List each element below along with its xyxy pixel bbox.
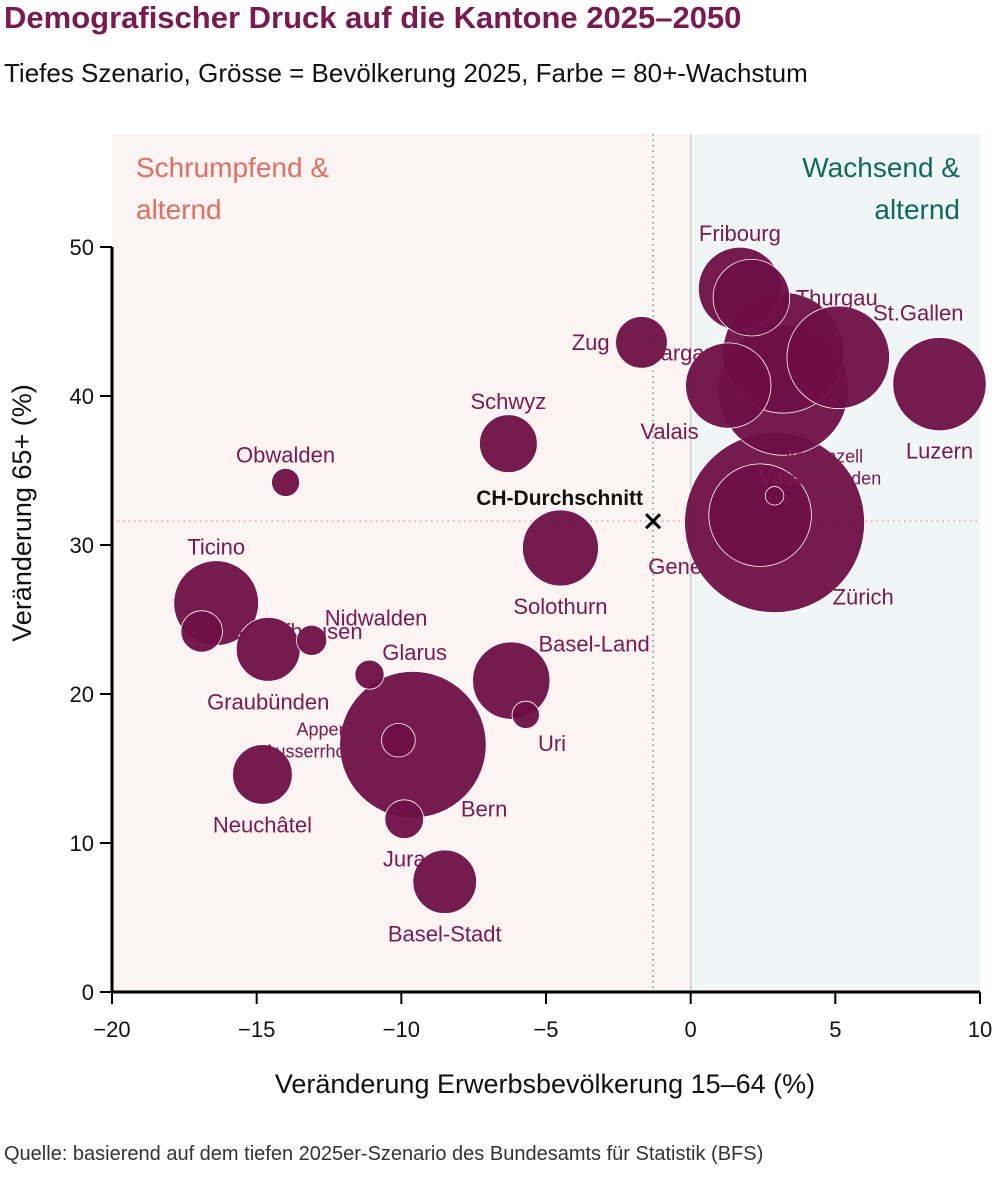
y-tick-label: 0 — [82, 980, 94, 1005]
quadrant-labels: Schrumpfend & alternd Wachsend & alternd — [136, 152, 960, 225]
bubble-luzern — [892, 337, 987, 432]
bubble-label: Neuchâtel — [213, 812, 312, 837]
bubble-label: Valais — [640, 419, 698, 444]
y-tick-label: 20 — [70, 682, 94, 707]
x-tick-label: −5 — [533, 1017, 558, 1042]
bubble-basel-land — [472, 641, 551, 720]
bubble-label: Obwalden — [236, 442, 335, 467]
y-tick-label: 40 — [70, 384, 94, 409]
bubble-label: Schaffhausen — [228, 619, 362, 644]
bubble-solothurn — [522, 509, 599, 587]
bubble-basel-stadt — [412, 849, 477, 914]
y-tick-label: 10 — [70, 831, 94, 856]
average-marker: CH-Durchschnitt — [476, 487, 662, 530]
bubble-label: Vaud — [758, 463, 808, 488]
bubble-appenzell-ausserrhoden — [381, 722, 416, 758]
bubble-label: Glarus — [382, 640, 447, 665]
x-tick-label: 10 — [968, 1017, 992, 1042]
bubble-label: Uri — [538, 731, 566, 756]
x-tick-label: −20 — [93, 1017, 130, 1042]
bubble-jura — [384, 799, 424, 839]
source-note: Quelle: basierend auf dem tiefen 2025er-… — [4, 1143, 764, 1165]
reference-lines — [112, 134, 980, 992]
x-tick-label: 0 — [685, 1017, 697, 1042]
bubble-label: Genève — [648, 554, 725, 579]
bubble-label: Thurgau — [796, 285, 878, 310]
bubble-obwalden — [271, 467, 301, 497]
bubble-label: Graubünden — [207, 689, 329, 714]
bubble-label: Ticino — [187, 535, 245, 560]
axes: 0 10 20 30 40 50 −20 −15 −10 −5 0 5 10 — [70, 235, 993, 1042]
quadrant-label-growing: alternd — [874, 194, 960, 225]
y-axis-label: Veränderung 65+ (%) — [7, 384, 37, 641]
x-tick-label: −10 — [383, 1017, 420, 1042]
bubble-label: Ausserrhoden — [264, 741, 376, 761]
average-cross — [644, 513, 662, 530]
bubble-label: Appenzell — [297, 719, 376, 739]
bubble-uri — [511, 700, 540, 729]
bubble-neuch-tel — [232, 744, 293, 805]
bubble-label: Bern — [461, 797, 507, 822]
bubble-label: Basel-Land — [538, 631, 649, 656]
bubble-thurgau — [712, 258, 791, 337]
bubble-label: Luzern — [906, 439, 973, 464]
quadrant-label-shrinking: alternd — [136, 194, 222, 225]
x-tick-label: 5 — [829, 1017, 841, 1042]
bubble-appenzell-innerrhoden — [764, 486, 785, 506]
quadrant-label-growing: Wachsend & — [802, 152, 960, 183]
bubble-zug — [615, 316, 668, 369]
bubble-glarus — [354, 659, 385, 690]
x-axis-label: Veränderung Erwerbsbevölkerung 15–64 (%) — [275, 1069, 815, 1099]
bubble-labels: Zürich Bern Luzern Uri Schwyz Obwalden Nidwald… — [187, 221, 973, 946]
bubble-schwyz — [479, 414, 538, 473]
bubble-schaffhausen — [180, 610, 223, 653]
x-tick-label: −15 — [238, 1017, 275, 1042]
bubble-gen-ve — [708, 463, 812, 567]
bubble-nidwalden — [296, 624, 328, 656]
bubble-label: Zug — [572, 330, 610, 355]
chart-title: Demografischer Druck auf die Kantone 202… — [4, 0, 742, 35]
bubble-st-gallen — [786, 305, 890, 409]
bubble-label: Schwyz — [470, 389, 546, 414]
bubbles — [173, 246, 987, 914]
quadrant-label-shrinking: Schrumpfend & — [136, 152, 329, 183]
bubble-label: Appenzell — [784, 446, 863, 466]
bubble-valais — [685, 342, 772, 429]
average-label: CH-Durchschnitt — [476, 487, 643, 510]
bubble-label: St.Gallen — [873, 300, 964, 325]
bubble-label: Basel-Stadt — [388, 922, 502, 947]
bubble-label: Fribourg — [699, 221, 781, 246]
bubble-label: Solothurn — [513, 594, 607, 619]
chart-subtitle: Tiefes Szenario, Grösse = Bevölkerung 20… — [4, 58, 808, 88]
bubble-label: Zürich — [833, 585, 894, 610]
y-tick-label: 50 — [70, 235, 94, 260]
bubble-label: Aargau — [646, 340, 717, 365]
y-tick-label: 30 — [70, 533, 94, 558]
bubble-label: Innerrhoden — [784, 468, 881, 488]
bubble-label: Nidwalden — [325, 605, 428, 630]
bubble-label: Jura — [383, 847, 427, 872]
